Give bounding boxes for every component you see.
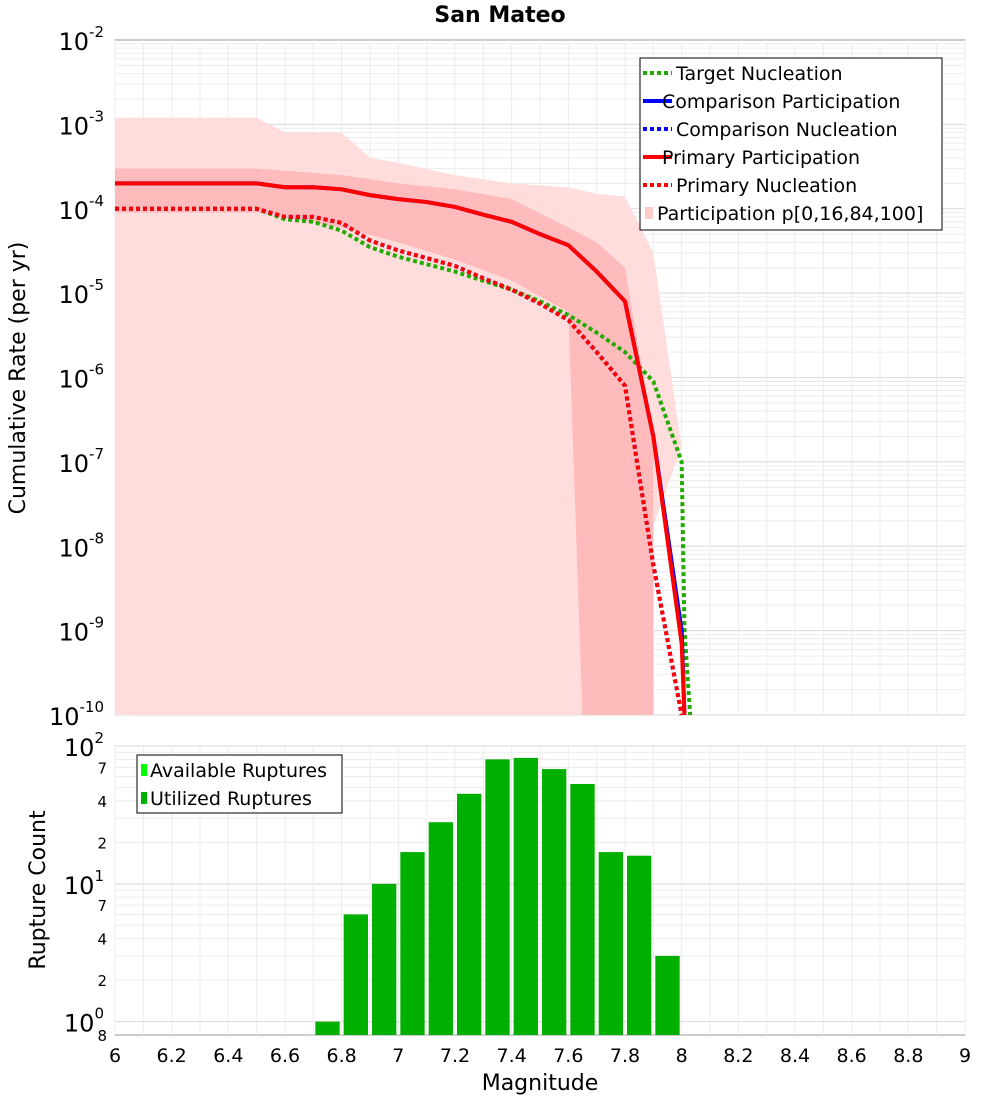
bar: [542, 769, 567, 1035]
x-axis-label: Magnitude: [482, 1071, 599, 1096]
x-tick-label: 6.2: [157, 1045, 187, 1067]
y-tick-label: 102: [64, 729, 104, 762]
x-tick-label: 7.4: [497, 1045, 527, 1067]
series-primary-participation: [115, 181, 687, 716]
rupture-legend: Available Ruptures Utilized Ruptures: [136, 754, 343, 814]
y-tick-label: 10-6: [58, 361, 104, 394]
rate-legend-box: [639, 57, 943, 231]
x-tick-label: 7.2: [440, 1045, 470, 1067]
legend-label: Target Nucleation: [675, 63, 843, 85]
rate-series: [115, 181, 693, 716]
y-tick-label: 10-10: [49, 698, 104, 731]
x-tick-label: 7: [392, 1045, 404, 1067]
legend-swatch: [141, 792, 147, 804]
legend-label: Available Ruptures: [150, 760, 327, 782]
series-target-nucleation: [115, 206, 693, 716]
legend-swatch: [141, 764, 147, 776]
y-tick-label: 10-7: [58, 445, 104, 478]
y-tick-label: 2: [97, 972, 107, 990]
legend-label: Comparison Nucleation: [676, 119, 898, 141]
bar: [655, 955, 680, 1035]
participation-bands: [115, 117, 682, 715]
x-tick-label: 6: [109, 1045, 121, 1067]
bar: [372, 883, 397, 1035]
y-tick-label: 4: [97, 931, 107, 949]
legend-label: Primary Participation: [662, 147, 860, 169]
bar: [343, 914, 368, 1035]
x-tick-label: 8.6: [837, 1045, 867, 1067]
rate-y-axis-label: Cumulative Rate (per yr): [6, 242, 31, 515]
x-tick-label: 7.8: [610, 1045, 640, 1067]
y-tick-label: 7: [97, 897, 107, 915]
y-tick-label: 101: [64, 867, 104, 900]
rupture-legend-box: [136, 754, 343, 814]
y-tick-label: 7: [97, 759, 107, 777]
band-p16-p84: [115, 168, 654, 715]
rate-y-ticks: 10-2 10-3 10-4 10-5 10-6 10-7 10-8 10-9 10-10: [49, 23, 104, 731]
x-tick-label: 7.6: [553, 1045, 583, 1067]
x-tick-label: 8: [676, 1045, 688, 1067]
y-tick-label: 2: [97, 834, 107, 852]
x-tick-label: 8.2: [723, 1045, 753, 1067]
rate-legend: Target Nucleation Comparison Participatio…: [639, 57, 943, 231]
bar: [513, 757, 538, 1035]
x-tick-label: 6.4: [213, 1045, 243, 1067]
rupture-bars: [315, 757, 680, 1035]
rupture-y-axis-label: Rupture Count: [26, 810, 51, 970]
bar: [457, 793, 482, 1035]
magnitude-x-ticks: 6 6.2 6.4 6.6 6.8 7 7.2 7.4 7.6 7.8 8 8.2 8.4 8.6 8.8 9: [109, 1045, 971, 1067]
bar: [485, 759, 510, 1035]
chart-title: San Mateo: [434, 3, 565, 28]
bar: [428, 822, 453, 1035]
bar: [570, 784, 595, 1035]
y-tick-label: 10-3: [58, 107, 104, 140]
legend-label: Primary Nucleation: [676, 175, 857, 197]
bar: [627, 855, 652, 1035]
y-tick-label: 10-9: [58, 614, 104, 647]
x-tick-label: 9: [959, 1045, 971, 1067]
y-tick-label: 10-5: [58, 276, 104, 309]
y-tick-label: 8: [97, 1027, 107, 1045]
x-tick-label: 8.4: [780, 1045, 810, 1067]
y-tick-label: 10-2: [58, 23, 104, 56]
y-tick-label: 100: [64, 1005, 104, 1038]
y-tick-label: 10-8: [58, 529, 104, 562]
legend-swatch: [645, 207, 653, 219]
rupture-grid: [114, 745, 966, 1035]
x-tick-label: 6.8: [327, 1045, 357, 1067]
legend-label: Comparison Participation: [662, 91, 900, 113]
x-tick-label: 8.8: [893, 1045, 923, 1067]
bar: [315, 1021, 340, 1035]
x-tick-label: 6.6: [270, 1045, 300, 1067]
bar: [400, 852, 425, 1035]
y-tick-label: 4: [97, 793, 107, 811]
legend-label: Utilized Ruptures: [150, 788, 312, 810]
y-tick-label: 10-4: [58, 192, 104, 225]
bar: [598, 852, 623, 1035]
legend-label: Participation p[0,16,84,100]: [657, 203, 923, 225]
series-primary-nucleation: [115, 206, 684, 716]
